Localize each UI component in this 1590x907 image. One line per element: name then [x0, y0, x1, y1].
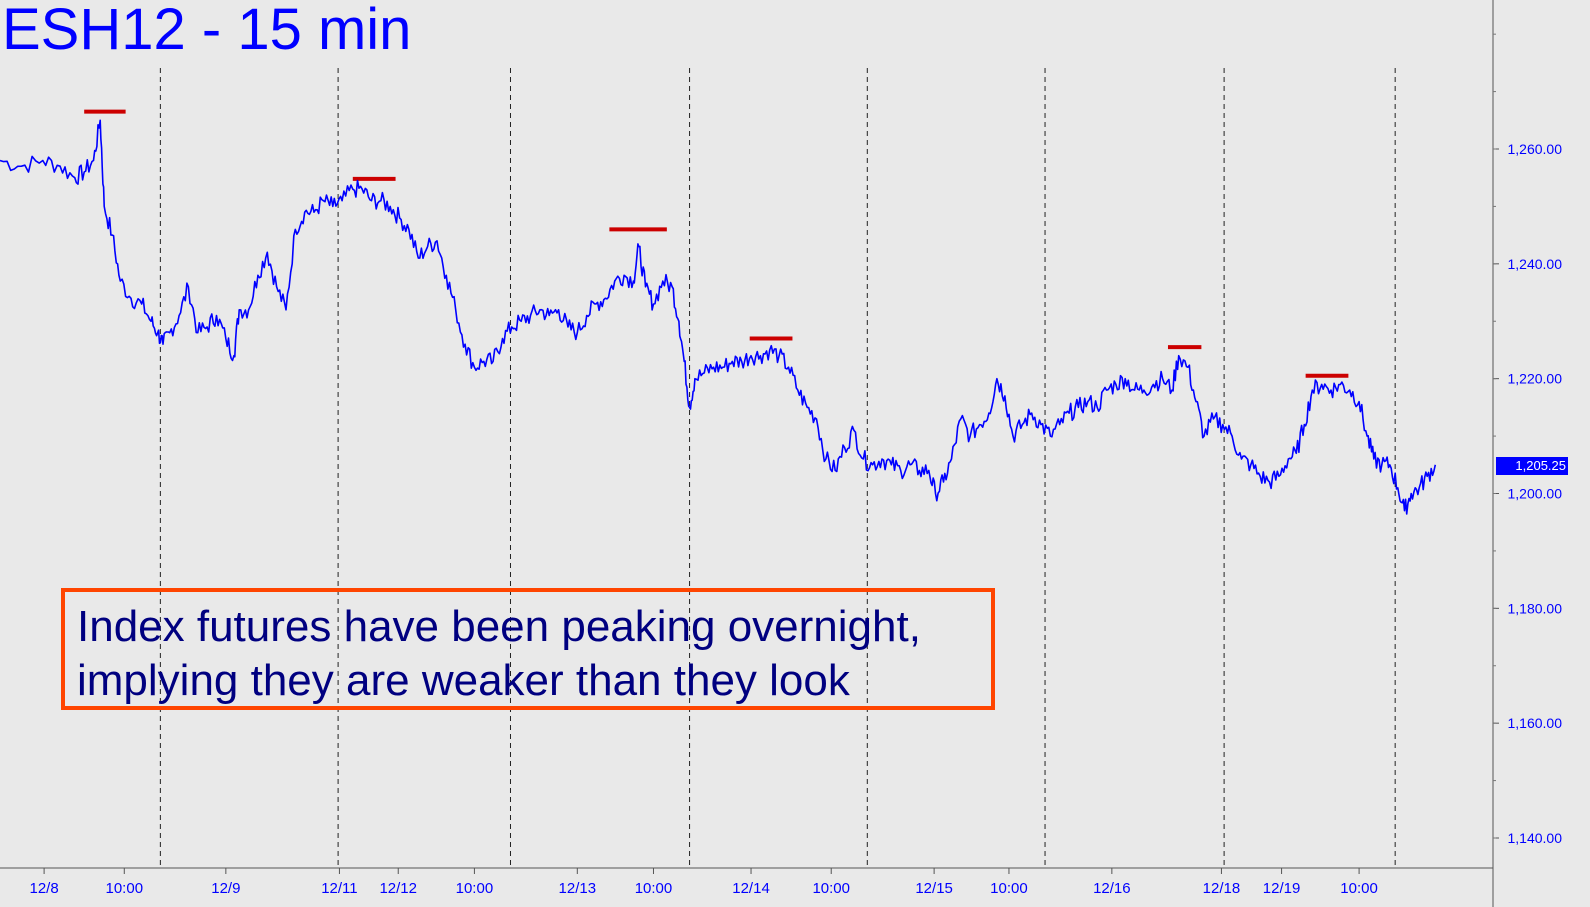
chart-title: ESH12 - 15 min [2, 0, 412, 62]
date-tick-label: 12/12 [379, 880, 417, 897]
price-tick-label: 1,220.00 [1508, 371, 1563, 387]
date-tick-label: 12/14 [732, 880, 770, 897]
date-tick-label: 10:00 [635, 880, 673, 897]
price-tick-label: 1,140.00 [1508, 830, 1563, 846]
annotation-line-1: Index futures have been peaking overnigh… [77, 602, 921, 651]
last-price-label: 1,205.25 [1496, 457, 1568, 475]
annotation-box: Index futures have been peaking overnigh… [61, 588, 995, 710]
annotation-line-2: implying they are weaker than they look [77, 656, 850, 705]
date-tick-label: 12/13 [559, 880, 597, 897]
date-tick-label: 10:00 [1340, 880, 1378, 897]
date-tick-label: 12/18 [1203, 880, 1241, 897]
date-tick-label: 10:00 [106, 880, 144, 897]
date-axis: 12/8 10:00 12/9 12/11 12/12 10:00 12/13 10:00 12… [0, 867, 1493, 897]
price-axis: 1,260.00 1,240.00 1,220.00 1,200.00 1,180.00… [1492, 0, 1563, 907]
date-tick-label: 10:00 [812, 880, 850, 897]
date-tick-label: 10:00 [990, 880, 1028, 897]
price-tick-label: 1,200.00 [1508, 486, 1563, 502]
date-tick-label: 12/16 [1093, 880, 1131, 897]
session-dividers [159, 68, 1396, 868]
date-tick-label: 10:00 [456, 880, 494, 897]
price-tick-label: 1,160.00 [1508, 715, 1563, 731]
date-tick-label: 12/9 [211, 880, 240, 897]
date-tick-label: 12/15 [915, 880, 953, 897]
date-tick-label: 12/19 [1263, 880, 1301, 897]
price-line [0, 119, 1437, 515]
date-tick-label: 12/8 [29, 880, 58, 897]
price-tick-label: 1,240.00 [1508, 256, 1563, 272]
date-tick-label: 12/11 [321, 880, 357, 897]
price-tick-label: 1,260.00 [1508, 141, 1563, 157]
price-tick-label: 1,180.00 [1508, 600, 1563, 616]
resistance-marks [84, 109, 1349, 378]
price-series [0, 119, 1437, 515]
